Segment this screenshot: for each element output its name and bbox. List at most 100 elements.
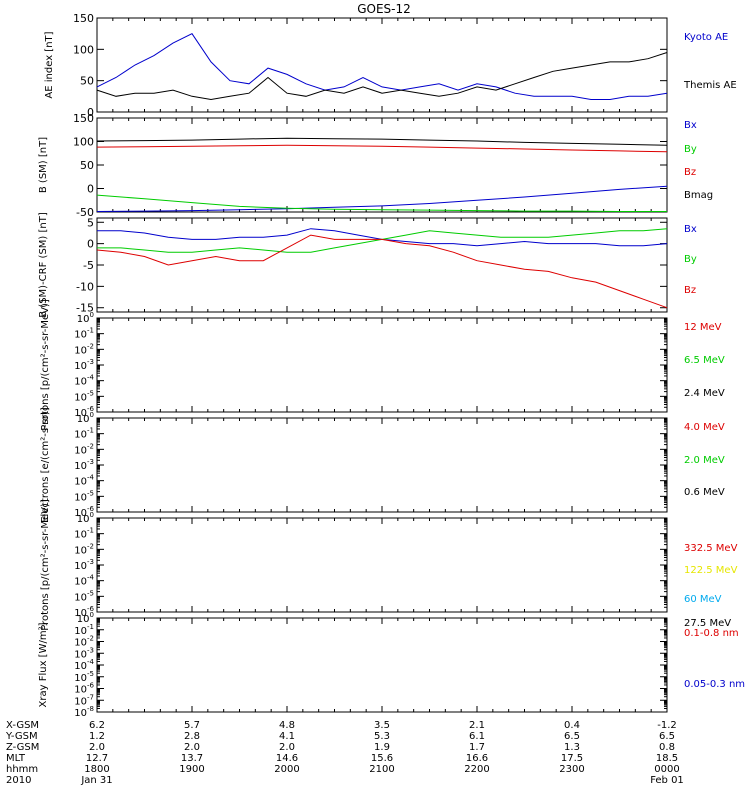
time-row-label: MLT (6, 753, 26, 764)
y-axis-label: Electrons [e/(cm²-s-sr)] (40, 407, 51, 523)
y-tick-label: 100 (73, 43, 94, 56)
date-end-label: Feb 01 (650, 775, 684, 786)
y-tick-label: 0 (87, 106, 94, 119)
y-tick-label: 10-5 (74, 489, 94, 503)
legend-label: 122.5 MeV (684, 565, 738, 576)
legend-label: By (684, 144, 697, 155)
y-tick-label: 100 (73, 136, 94, 149)
time-row-label: Z-GSM (6, 742, 39, 753)
panel-frame (96, 217, 668, 313)
time-row-value: 0.4 (564, 720, 580, 731)
y-tick-label: 10-4 (74, 474, 94, 488)
time-row-value: 1900 (179, 764, 204, 775)
time-row-value: 2.0 (279, 742, 295, 753)
time-row-value: 2.1 (469, 720, 485, 731)
y-tick-label: 10-4 (74, 574, 94, 588)
y-tick-label: 100 (77, 311, 94, 325)
time-row-value: 0000 (654, 764, 679, 775)
y-axis-label: Protons [p/(cm²-s-sr-MeV)] (40, 499, 51, 631)
year-label: 2010 (6, 775, 31, 786)
y-tick-label: 10-2 (74, 342, 94, 356)
time-row-value: 2.8 (184, 731, 200, 742)
legend-label: 0.1-0.8 nm (684, 628, 739, 639)
y-tick-label: 0 (87, 238, 94, 251)
time-row-value: 5.3 (374, 731, 390, 742)
panel-frame (96, 517, 668, 613)
legend-label: 0.05-0.3 nm (684, 679, 745, 690)
y-tick-label: 10-2 (74, 442, 94, 456)
legend-label: 6.5 MeV (684, 355, 725, 366)
time-row-value: 1.7 (469, 742, 485, 753)
legend-label: Bx (684, 224, 697, 235)
y-tick-label: -5 (83, 259, 94, 272)
time-row-value: 1.3 (564, 742, 580, 753)
series-line-by (96, 194, 667, 212)
time-row-label: hhmm (6, 764, 38, 775)
y-tick-label: 10-1 (74, 427, 94, 441)
y-tick-label: 10-5 (74, 589, 94, 603)
y-tick-label: -10 (76, 280, 94, 293)
legend-label: 2.4 MeV (684, 388, 725, 399)
time-row-value: 6.1 (469, 731, 485, 742)
time-row-value: 3.5 (374, 720, 390, 731)
time-row-value: 14.6 (276, 753, 298, 764)
y-tick-label: 150 (73, 12, 94, 25)
time-row-value: 2300 (559, 764, 584, 775)
y-tick-label: 50 (80, 159, 94, 172)
time-row-value: 1800 (84, 764, 109, 775)
y-tick-label: 10-3 (74, 558, 94, 572)
time-row-value: 2100 (369, 764, 394, 775)
time-row-value: 6.5 (564, 731, 580, 742)
legend-label: 332.5 MeV (684, 543, 738, 554)
legend-label: Bz (684, 167, 696, 178)
panel-1: 0 50 100 150 AE index [nT] Kyoto AE Themis AE (44, 12, 737, 119)
panel-3: -15 -10 -5 0 5 B (SM)-CRF (SM) [nT] Bx By Bz (38, 212, 697, 318)
time-row-value: 5.7 (184, 720, 200, 731)
legend-label: 60 MeV (684, 594, 722, 605)
legend-label: Themis AE (683, 80, 737, 91)
time-row-value: 1.9 (374, 742, 390, 753)
panel-frame (96, 117, 668, 213)
series-line-bx (96, 185, 668, 212)
y-tick-label: 10-1 (74, 527, 94, 541)
y-tick-label: 50 (80, 75, 94, 88)
time-row-value: 1.2 (89, 731, 105, 742)
legend-label: By (684, 254, 697, 265)
y-tick-label: 10-3 (74, 358, 94, 372)
panel-frame (96, 317, 668, 413)
time-row-value: 0.8 (659, 742, 675, 753)
y-axis-label: Xray Flux [W/m²] (38, 622, 49, 707)
time-row-value: -1.2 (657, 720, 677, 731)
series-line-bz (96, 144, 668, 153)
time-row-value: 17.5 (561, 753, 583, 764)
date-start-label: Jan 31 (80, 775, 112, 786)
panel-frame (96, 417, 668, 513)
legend-label: 0.6 MeV (684, 487, 725, 498)
panel-2: -50 0 50 100 150 B (SM) [nT] Bx By Bz Bmag (38, 112, 713, 219)
series-line-themis-ae (96, 52, 668, 101)
time-row-value: 13.7 (181, 753, 203, 764)
panels: 0 50 100 150 AE index [nT] Kyoto AE Themis AE -… (38, 12, 745, 719)
time-row-label: X-GSM (6, 720, 39, 731)
time-row-value: 12.7 (86, 753, 108, 764)
series-line-bx (97, 228, 668, 247)
y-axis-label: AE index [nT] (44, 31, 55, 98)
y-tick-label: 0 (87, 183, 94, 196)
time-row-value: 2000 (274, 764, 299, 775)
legend-label: Bx (684, 120, 697, 131)
legend-label: Kyoto AE (684, 32, 728, 43)
time-row-value: 18.5 (656, 753, 678, 764)
y-tick-label: 10-5 (74, 389, 94, 403)
series-line-bz (96, 234, 668, 309)
series-line-bmag (96, 137, 668, 146)
time-row-value: 6.5 (659, 731, 675, 742)
legend-label: 4.0 MeV (684, 422, 725, 433)
y-tick-label: -15 (76, 302, 94, 315)
legend-label: Bmag (684, 190, 713, 201)
y-tick-label: 10-8 (74, 705, 94, 719)
time-row-value: 4.1 (279, 731, 295, 742)
time-row-value: 6.2 (89, 720, 105, 731)
